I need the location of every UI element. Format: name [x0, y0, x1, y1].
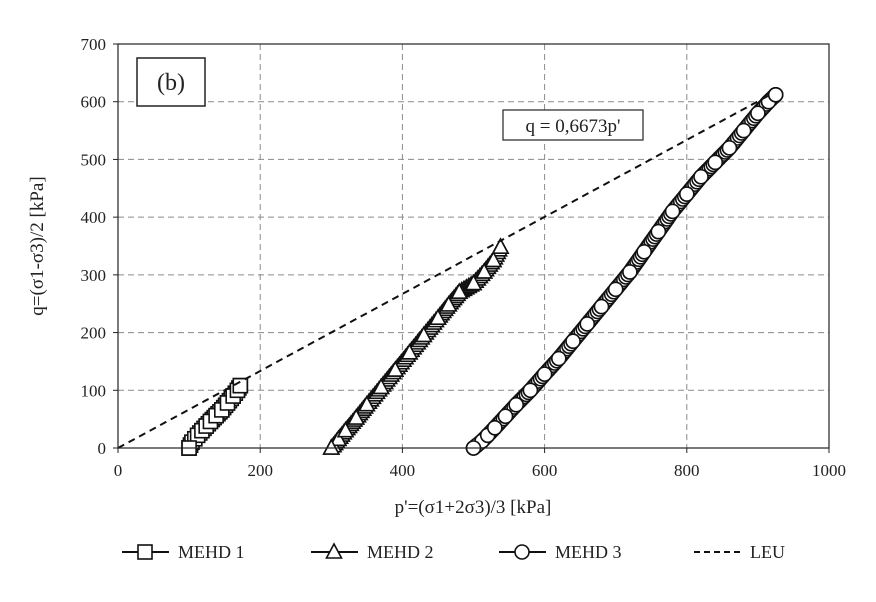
data-point-mehd-2 [386, 360, 405, 377]
legend-label: MEHD 1 [178, 542, 245, 562]
series-line-leu [117, 94, 770, 449]
data-point-mehd-3 [536, 366, 553, 382]
data-point-mehd-3 [508, 396, 524, 413]
data-point-mehd-3 [750, 105, 766, 122]
y-tick-label: 700 [81, 35, 107, 54]
data-point-mehd-3 [678, 186, 695, 202]
y-tick-label: 200 [81, 324, 107, 343]
equation-box [502, 109, 644, 141]
equation-annotation: q = 0,6673p' [526, 116, 621, 137]
legend-marker [514, 544, 530, 560]
data-point-mehd-2 [429, 308, 447, 325]
data-point-mehd-3 [607, 281, 624, 298]
data-point-mehd-2 [414, 325, 433, 343]
data-point-mehd-3 [579, 316, 596, 332]
data-point-mehd-2 [358, 395, 376, 412]
panel-label-box [136, 57, 206, 107]
data-point-mehd-3 [693, 168, 709, 185]
data-point-mehd-3 [551, 350, 567, 367]
y-axis-title: q=(σ1-σ3)/2 [kPa] [27, 176, 48, 315]
plot-background [118, 44, 829, 448]
data-point-mehd-2 [475, 262, 494, 279]
end-marker-mehd-1 [232, 377, 249, 394]
tick-layer: 0 200 400 600 800 1000 0 100 200 300 400 500 600 700 [81, 35, 847, 480]
legend-label: MEHD 3 [555, 542, 622, 562]
y-tick-label: 300 [81, 266, 107, 285]
data-point-mehd-3 [721, 140, 738, 156]
legend-item-mehd-1: MEHD 1 [122, 542, 245, 562]
x-tick-label: 800 [674, 461, 700, 480]
data-point-mehd-3 [497, 408, 514, 425]
data-point-mehd-2 [336, 420, 355, 438]
data-point-mehd-3 [707, 154, 724, 171]
data-point-mehd-3 [636, 243, 652, 260]
y-tick-label: 0 [98, 439, 107, 458]
x-tick-label: 400 [390, 461, 416, 480]
data-point-mehd-3 [622, 264, 638, 280]
legend-label: MEHD 2 [367, 542, 434, 562]
end-marker-mehd-2 [322, 438, 341, 455]
data-point-mehd-2 [372, 377, 390, 395]
x-tick-label: 200 [247, 461, 273, 480]
legend-item-mehd-2: MEHD 2 [311, 542, 434, 562]
y-tick-label: 100 [81, 381, 107, 400]
series-mehd-3 [465, 86, 784, 456]
end-marker-mehd-2 [491, 237, 510, 254]
legend-item-mehd-3: MEHD 3 [499, 542, 622, 562]
x-tick-label: 0 [114, 461, 123, 480]
series-mehd-1 [181, 377, 249, 456]
y-tick-label: 600 [81, 93, 107, 112]
data-point-mehd-2 [450, 282, 469, 299]
data-point-mehd-3 [565, 333, 581, 350]
x-tick-label: 600 [532, 461, 558, 480]
y-tick-label: 400 [81, 208, 107, 227]
series-mehd-2 [322, 237, 510, 455]
data-point-mehd-2 [484, 250, 503, 268]
x-tick-label: 1000 [812, 461, 846, 480]
data-point-mehd-3 [522, 382, 539, 399]
legend-label: LEU [750, 542, 785, 562]
data-point-mehd-3 [650, 223, 667, 240]
legend-item-leu: LEU [694, 542, 785, 562]
end-marker-mehd-3 [767, 86, 784, 103]
data-point-mehd-3 [664, 203, 681, 220]
data-point-mehd-3 [487, 419, 503, 436]
data-point-mehd-2 [329, 429, 348, 447]
legend-marker [137, 544, 153, 560]
data-point-mehd-2 [464, 273, 483, 291]
series-layer [117, 86, 784, 456]
data-point-mehd-2 [400, 343, 419, 360]
data-point-mehd-3 [735, 122, 752, 139]
legend-marker [325, 542, 343, 559]
panel-label: (b) [157, 70, 185, 96]
data-point-mehd-2 [439, 295, 458, 312]
plot-frame [117, 43, 830, 449]
legend: MEHD 1 MEHD 2 MEHD 3 LEU [122, 542, 785, 562]
data-point-mehd-2 [347, 408, 366, 425]
data-point-mehd-3 [593, 298, 610, 315]
x-axis-title: p'=(σ1+2σ3)/3 [kPa] [395, 497, 552, 518]
y-tick-label: 500 [81, 150, 107, 169]
series-leu [117, 94, 770, 449]
